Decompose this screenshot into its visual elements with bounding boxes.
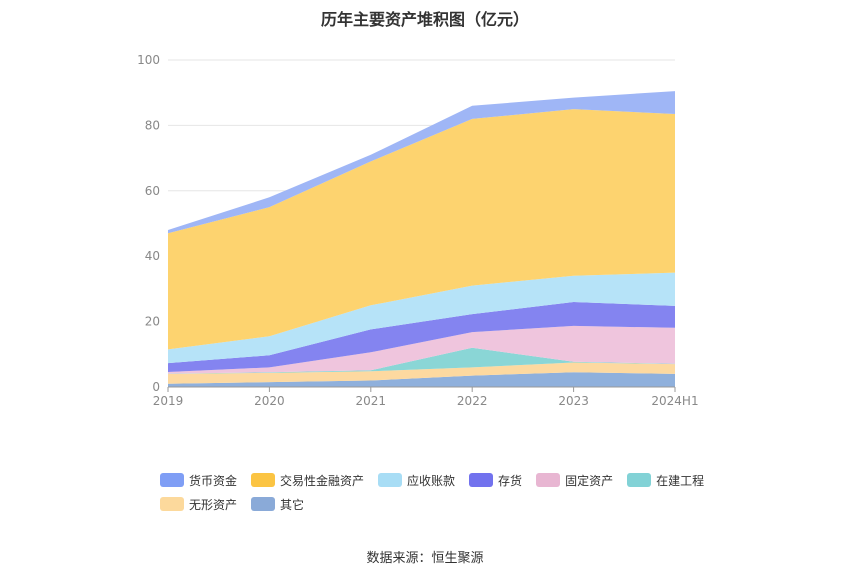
area-series-交易性金融资产 — [168, 109, 675, 350]
chart-title: 历年主要资产堆积图（亿元） — [320, 10, 529, 29]
legend-label: 货币资金 — [189, 473, 238, 488]
y-tick-label: 20 — [145, 315, 160, 329]
area-series-应收账款 — [168, 272, 675, 364]
x-tick-label: 2024H1 — [651, 394, 698, 408]
legend-item[interactable]: 无形资产 — [160, 496, 237, 512]
legend-item[interactable]: 存货 — [469, 472, 522, 488]
legend-label: 存货 — [498, 473, 523, 488]
area-series-其它 — [168, 372, 675, 387]
y-tick-label: 60 — [145, 184, 160, 198]
legend-swatch — [160, 497, 184, 511]
legend-item[interactable]: 交易性金融资产 — [251, 472, 364, 488]
legend-swatch — [378, 473, 403, 487]
chart-legend: 货币资金 交易性金融资产 应收账款 存货 固定资产 在建工程无形资产 其它 — [160, 472, 720, 512]
x-tick-label: 2020 — [254, 394, 285, 408]
x-tick-label: 2021 — [356, 394, 387, 408]
area-series-固定资产 — [168, 325, 675, 374]
area-series-存货 — [168, 302, 675, 372]
legend-swatch — [160, 473, 184, 487]
legend-label: 在建工程 — [656, 473, 705, 488]
y-tick-label: 40 — [145, 249, 160, 263]
area-series-无形资产 — [168, 362, 675, 384]
y-tick-label: 0 — [152, 380, 160, 394]
legend-item[interactable]: 在建工程 — [627, 472, 704, 488]
area-series-在建工程 — [168, 347, 675, 374]
legend-item[interactable]: 固定资产 — [536, 472, 613, 488]
legend-swatch — [469, 473, 494, 487]
x-tick-label: 2022 — [457, 394, 488, 408]
x-tick-label: 2019 — [153, 394, 184, 408]
area-series-货币资金 — [168, 91, 675, 234]
legend-label: 交易性金融资产 — [280, 473, 365, 488]
y-tick-label: 80 — [145, 118, 160, 132]
legend-item[interactable]: 货币资金 — [160, 472, 237, 488]
legend-label: 固定资产 — [565, 473, 614, 488]
legend-swatch — [251, 473, 276, 487]
legend-item[interactable]: 其它 — [251, 496, 304, 512]
y-tick-label: 100 — [137, 53, 160, 67]
legend-label: 无形资产 — [189, 497, 238, 512]
legend-swatch — [251, 497, 276, 511]
legend-label: 应收账款 — [407, 473, 456, 488]
legend-item[interactable]: 应收账款 — [378, 472, 455, 488]
legend-label: 其它 — [280, 497, 305, 512]
legend-swatch — [627, 473, 652, 487]
legend-swatch — [536, 473, 561, 487]
x-tick-label: 2023 — [558, 394, 589, 408]
data-source: 数据来源：恒生聚源 — [366, 551, 484, 566]
